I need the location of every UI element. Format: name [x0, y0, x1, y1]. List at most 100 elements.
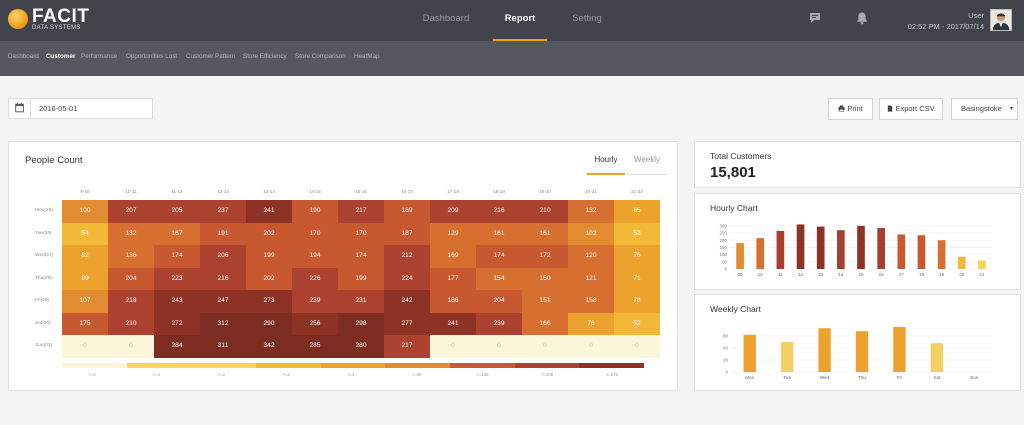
- heatmap-cell[interactable]: 239: [476, 312, 522, 335]
- bar[interactable]: [796, 224, 805, 269]
- heatmap-cell[interactable]: 53: [614, 222, 660, 245]
- bar[interactable]: [857, 225, 865, 269]
- heatmap-cell[interactable]: 216: [476, 200, 522, 223]
- heatmap-cell[interactable]: 241: [430, 312, 476, 335]
- heatmap-cell[interactable]: 247: [200, 290, 246, 313]
- heatmap-cell[interactable]: 210: [108, 312, 154, 335]
- heatmap-cell[interactable]: 194: [292, 245, 338, 268]
- bar[interactable]: [780, 342, 794, 372]
- bar[interactable]: [930, 343, 944, 372]
- heatmap-cell[interactable]: 223: [154, 267, 200, 290]
- heatmap-cell[interactable]: 174: [476, 245, 522, 268]
- heatmap-cell[interactable]: 0: [568, 335, 614, 358]
- heatmap-cell[interactable]: 207: [108, 200, 154, 223]
- heatmap-cell[interactable]: 161: [476, 222, 522, 245]
- heatmap-cell[interactable]: 172: [522, 245, 568, 268]
- bar[interactable]: [957, 256, 966, 269]
- subnav-opportunities-lost[interactable]: Opportunities Lost: [126, 53, 178, 60]
- user-info[interactable]: User 02:52 PM - 2017/07/14: [908, 10, 984, 32]
- heatmap-cell[interactable]: 217: [338, 200, 384, 223]
- heatmap-cell[interactable]: 102: [568, 222, 614, 245]
- heatmap-cell[interactable]: 65: [614, 200, 660, 223]
- heatmap-cell[interactable]: 226: [292, 267, 338, 290]
- heatmap-cell[interactable]: 216: [200, 267, 246, 290]
- heatmap-cell[interactable]: 132: [108, 222, 154, 245]
- heatmap-cell[interactable]: 202: [246, 222, 292, 245]
- heatmap-cell[interactable]: 170: [292, 222, 338, 245]
- heatmap-cell[interactable]: 76: [568, 312, 614, 335]
- bell-icon[interactable]: [855, 11, 869, 25]
- heatmap-cell[interactable]: 78: [614, 290, 660, 313]
- heatmap-cell[interactable]: 290: [246, 312, 292, 335]
- heatmap-cell[interactable]: 209: [430, 200, 476, 223]
- subnav-customer-pattern[interactable]: Customer Pattern: [186, 53, 236, 60]
- message-icon[interactable]: [808, 11, 822, 25]
- heatmap-cell[interactable]: 210: [522, 200, 568, 223]
- heatmap-cell[interactable]: 191: [200, 222, 246, 245]
- heatmap-cell[interactable]: 311: [200, 335, 246, 358]
- heatmap-cell[interactable]: 166: [522, 312, 568, 335]
- heatmap-cell[interactable]: 284: [154, 335, 200, 358]
- bar[interactable]: [978, 260, 986, 269]
- heatmap-cell[interactable]: 132: [568, 200, 614, 223]
- heatmap-cell[interactable]: 187: [384, 222, 430, 245]
- heatmap-cell[interactable]: 206: [200, 245, 246, 268]
- heatmap-cell[interactable]: 76: [614, 245, 660, 268]
- heatmap-cell[interactable]: 150: [522, 267, 568, 290]
- heatmap-cell[interactable]: 272: [154, 312, 200, 335]
- heatmap-cell[interactable]: 0: [430, 335, 476, 358]
- bar[interactable]: [837, 230, 845, 269]
- tab-weekly[interactable]: Weekly: [627, 155, 667, 175]
- heatmap-cell[interactable]: 82: [62, 245, 108, 268]
- heatmap-cell[interactable]: 190: [292, 200, 338, 223]
- heatmap-cell[interactable]: 285: [292, 335, 338, 358]
- heatmap-cell[interactable]: 218: [108, 290, 154, 313]
- heatmap-cell[interactable]: 54: [62, 222, 108, 245]
- heatmap-cell[interactable]: 280: [338, 335, 384, 358]
- subnav-heatmap[interactable]: HeatMap: [354, 53, 380, 60]
- heatmap-cell[interactable]: 243: [154, 290, 200, 313]
- calendar-icon[interactable]: [9, 99, 31, 118]
- heatmap-cell[interactable]: 204: [476, 290, 522, 313]
- heatmap-cell[interactable]: 154: [476, 267, 522, 290]
- heatmap-cell[interactable]: 167: [154, 222, 200, 245]
- heatmap-cell[interactable]: 0: [614, 335, 660, 358]
- bar[interactable]: [897, 234, 906, 270]
- heatmap-cell[interactable]: 312: [200, 312, 246, 335]
- bar[interactable]: [818, 328, 831, 372]
- heatmap-cell[interactable]: 273: [246, 290, 292, 313]
- heatmap-cell[interactable]: 169: [430, 245, 476, 268]
- avatar[interactable]: [990, 9, 1012, 31]
- heatmap-cell[interactable]: 224: [384, 267, 430, 290]
- heatmap-cell[interactable]: 202: [246, 267, 292, 290]
- heatmap-cell[interactable]: 170: [338, 222, 384, 245]
- subnav-dashboard[interactable]: Dashboard: [8, 53, 39, 60]
- heatmap-cell[interactable]: 0: [476, 335, 522, 358]
- heatmap-cell[interactable]: 0: [62, 335, 108, 358]
- store-select[interactable]: Basingstoke ▾: [951, 98, 1018, 120]
- heatmap-cell[interactable]: 100: [62, 200, 108, 223]
- bar[interactable]: [877, 228, 885, 269]
- heatmap-cell[interactable]: 241: [246, 200, 292, 223]
- subnav-store-efficiency[interactable]: Store Efficiency: [243, 53, 287, 60]
- heatmap-cell[interactable]: 158: [568, 290, 614, 313]
- heatmap-cell[interactable]: 120: [568, 245, 614, 268]
- heatmap-cell[interactable]: 121: [568, 267, 614, 290]
- heatmap-cell[interactable]: 0: [108, 335, 154, 358]
- heatmap-cell[interactable]: 277: [384, 312, 430, 335]
- bar[interactable]: [893, 327, 906, 372]
- bar[interactable]: [776, 230, 785, 269]
- heatmap-cell[interactable]: 174: [154, 245, 200, 268]
- heatmap-cell[interactable]: 71: [614, 267, 660, 290]
- bar[interactable]: [816, 226, 825, 269]
- subnav-performance[interactable]: Performance: [81, 53, 118, 60]
- print-button[interactable]: Print: [828, 98, 873, 120]
- tab-hourly[interactable]: Hourly: [587, 155, 625, 175]
- subnav-store-comparison[interactable]: Store Comparison: [295, 53, 346, 60]
- bar[interactable]: [756, 238, 765, 269]
- heatmap-cell[interactable]: 239: [292, 290, 338, 313]
- heatmap-cell[interactable]: 177: [430, 267, 476, 290]
- heatmap-cell[interactable]: 174: [338, 245, 384, 268]
- heatmap-cell[interactable]: 242: [384, 290, 430, 313]
- date-picker[interactable]: 2016-05-01: [8, 98, 153, 119]
